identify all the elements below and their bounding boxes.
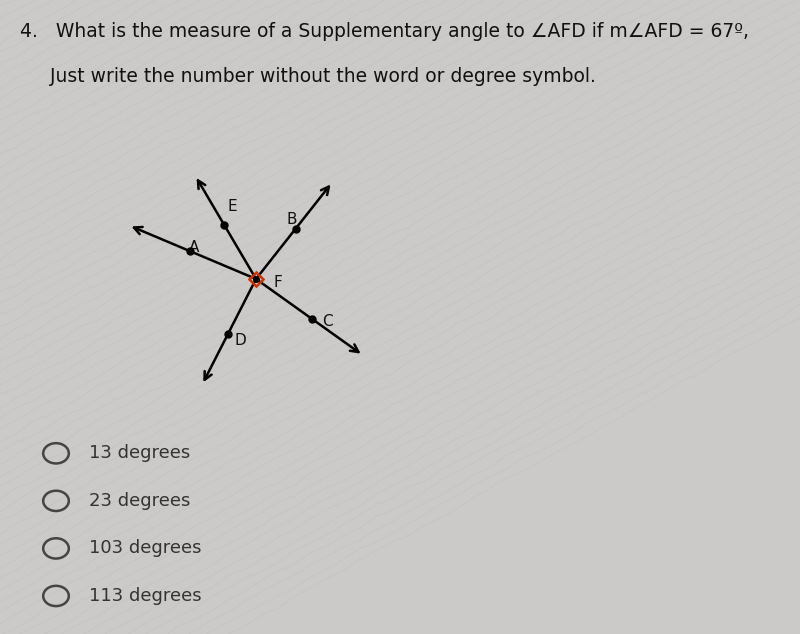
Text: C: C <box>322 314 333 329</box>
Text: 13 degrees: 13 degrees <box>89 444 190 462</box>
Text: E: E <box>227 198 237 214</box>
Text: D: D <box>234 333 246 348</box>
Text: 4.   What is the measure of a Supplementary angle to ∠AFD if m∠AFD = 67º,: 4. What is the measure of a Supplementar… <box>20 22 749 41</box>
Text: 103 degrees: 103 degrees <box>89 540 202 557</box>
Text: 23 degrees: 23 degrees <box>89 492 190 510</box>
Text: 113 degrees: 113 degrees <box>89 587 202 605</box>
Text: A: A <box>189 240 199 256</box>
Text: B: B <box>286 212 297 226</box>
Text: Just write the number without the word or degree symbol.: Just write the number without the word o… <box>20 67 596 86</box>
Text: F: F <box>274 275 282 290</box>
